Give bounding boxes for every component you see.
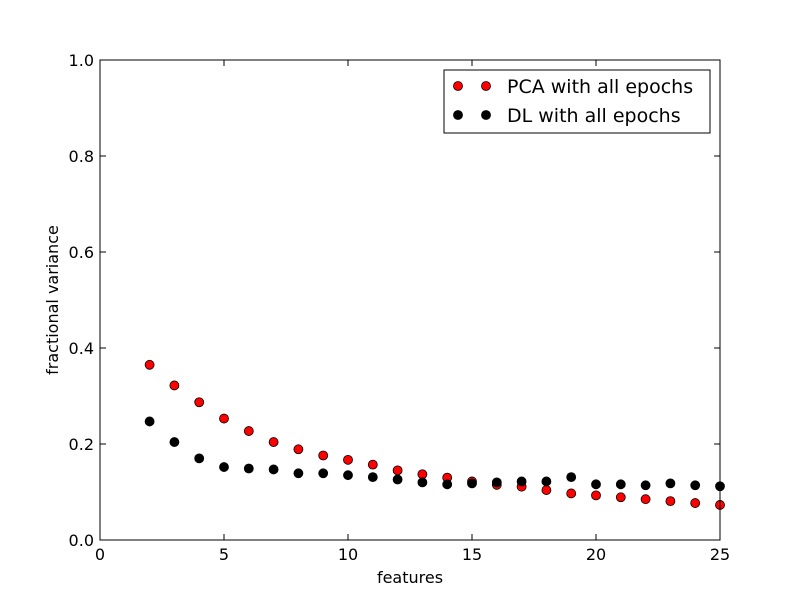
data-point-pca-with-all-epochs [417, 469, 428, 480]
data-point-dl-with-all-epochs [343, 470, 353, 481]
data-point-dl-with-all-epochs [615, 479, 626, 490]
data-point-dl-with-all-epochs [392, 474, 403, 485]
data-point-pca-with-all-epochs [640, 494, 651, 505]
data-point-dl-with-all-epochs [640, 480, 651, 491]
data-point-pca-with-all-epochs [541, 485, 552, 495]
data-point-dl-with-all-epochs [591, 479, 601, 490]
data-point-dl-with-all-epochs [541, 476, 552, 487]
data-point-dl-with-all-epochs [293, 468, 304, 479]
data-point-pca-with-all-epochs [144, 359, 155, 370]
legend-box [443, 69, 711, 134]
data-point-dl-with-all-epochs [690, 480, 701, 491]
legend-marker-dl-left [453, 110, 463, 120]
data-point-pca-with-all-epochs [318, 450, 329, 461]
data-point-dl-with-all-epochs [665, 478, 676, 489]
data-points-layer [144, 359, 725, 510]
data-point-pca-with-all-epochs [268, 437, 279, 447]
data-point-dl-with-all-epochs [169, 437, 180, 447]
data-point-dl-with-all-epochs [268, 464, 279, 475]
legend-label-pca: PCA with all epochs [507, 76, 693, 98]
axis-ticks-layer: 0 5 10 15 20 25 0.0 0.2 0.4 0.6 0.8 1.0 [69, 51, 731, 564]
x-tick-label: 10 [338, 545, 358, 564]
y-tick-label: 0.0 [69, 531, 94, 550]
y-tick-label: 0.2 [69, 435, 94, 454]
data-point-dl-with-all-epochs [516, 476, 527, 487]
x-tick-label: 5 [219, 545, 229, 564]
x-axis-label: features [377, 568, 443, 587]
data-point-dl-with-all-epochs [467, 478, 477, 489]
legend: PCA with all epochs DL with all epochs [443, 69, 711, 134]
data-point-dl-with-all-epochs [367, 472, 378, 483]
data-point-pca-with-all-epochs [367, 459, 378, 470]
plot-frame [99, 59, 721, 541]
x-tick-label: 20 [586, 545, 606, 564]
data-point-dl-with-all-epochs [243, 463, 254, 474]
data-point-dl-with-all-epochs [194, 453, 205, 464]
data-point-pca-with-all-epochs [343, 454, 353, 465]
data-point-dl-with-all-epochs [491, 477, 502, 488]
data-point-pca-with-all-epochs [690, 498, 701, 508]
y-tick-label: 0.8 [69, 147, 94, 166]
x-tick-label: 0 [95, 545, 105, 564]
y-tick-label: 0.4 [69, 339, 94, 358]
data-point-dl-with-all-epochs [144, 416, 155, 427]
data-point-pca-with-all-epochs [243, 426, 254, 436]
data-point-dl-with-all-epochs [417, 477, 428, 488]
data-point-pca-with-all-epochs [615, 492, 626, 503]
legend-marker-pca-right [481, 81, 491, 91]
x-tick-label: 25 [710, 545, 730, 564]
legend-marker-dl-right [481, 110, 491, 120]
data-point-pca-with-all-epochs [293, 444, 304, 455]
y-tick-label: 1.0 [69, 51, 94, 70]
data-point-pca-with-all-epochs [194, 397, 205, 408]
data-point-dl-with-all-epochs [219, 462, 229, 472]
data-point-pca-with-all-epochs [591, 490, 601, 501]
y-axis-label: fractional variance [43, 225, 62, 375]
data-point-dl-with-all-epochs [442, 479, 453, 490]
data-point-dl-with-all-epochs [566, 472, 577, 483]
data-point-pca-with-all-epochs [219, 413, 229, 424]
data-point-pca-with-all-epochs [665, 496, 676, 507]
x-tick-label: 15 [462, 545, 482, 564]
legend-label-dl: DL with all epochs [507, 105, 681, 127]
data-point-pca-with-all-epochs [392, 465, 403, 476]
data-point-dl-with-all-epochs [318, 468, 329, 479]
y-tick-label: 0.6 [69, 243, 94, 262]
legend-marker-pca-left [453, 81, 463, 91]
data-point-pca-with-all-epochs [169, 380, 180, 391]
data-point-pca-with-all-epochs [566, 488, 577, 499]
